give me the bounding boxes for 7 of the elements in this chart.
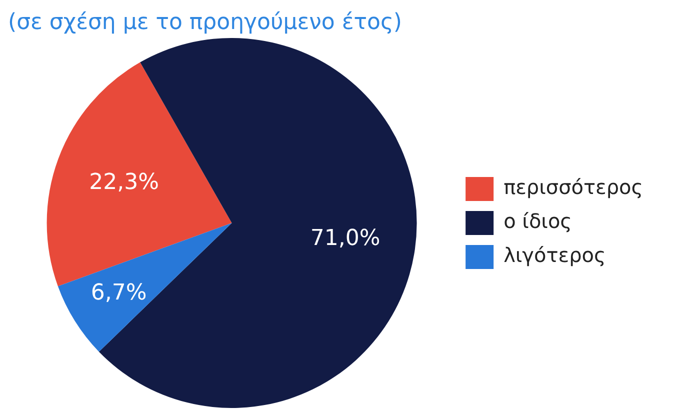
legend-label: ο ίδιος [504, 209, 572, 234]
data-label: 6,7% [90, 280, 147, 306]
data-label: 71,0% [310, 226, 380, 251]
data-label: 22,3% [89, 170, 160, 196]
legend-label: περισσότερος [504, 175, 644, 200]
legend-label: λιγότερος [504, 243, 606, 268]
chart-subtitle: (σε σχέση με το προηγούμενο έτος) [8, 9, 403, 37]
